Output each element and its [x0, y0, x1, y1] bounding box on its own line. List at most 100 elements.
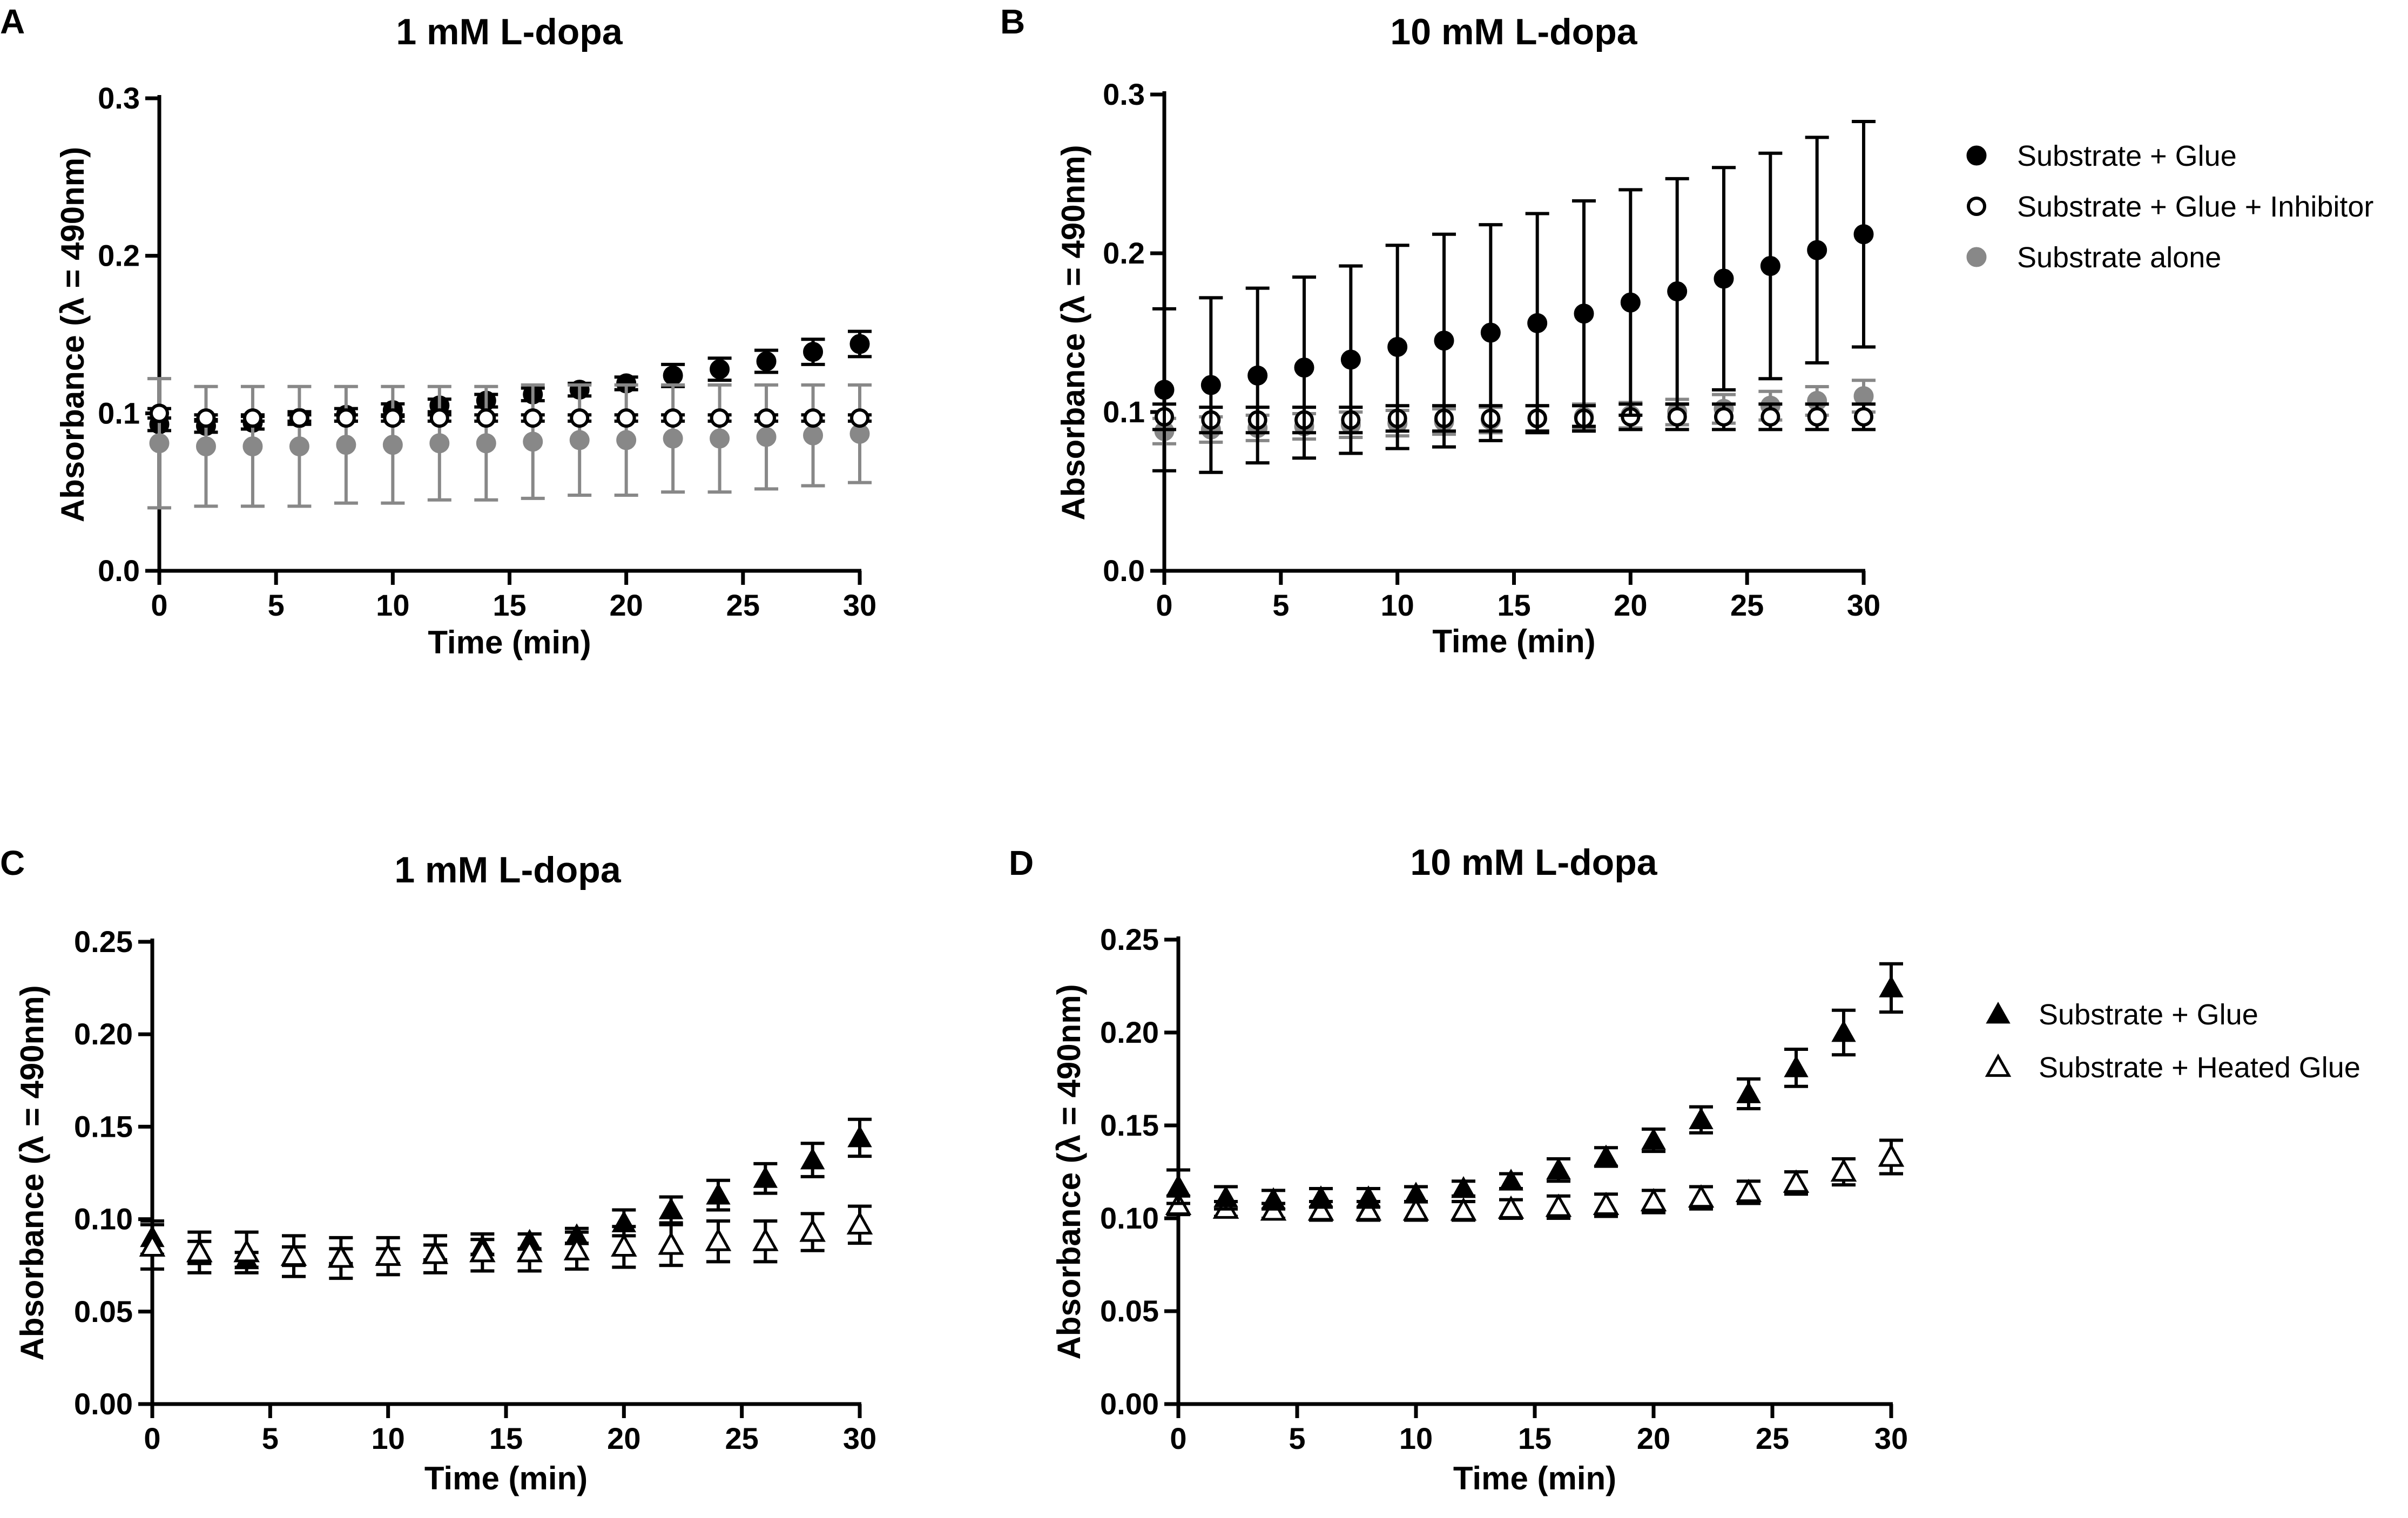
data-point	[1307, 1197, 1334, 1221]
x-tick-label: 0	[144, 1421, 160, 1455]
series-substrate-glue	[1166, 962, 1904, 1211]
data-point	[569, 430, 590, 450]
data-point	[847, 1125, 872, 1148]
x-tick-label: 20	[610, 588, 643, 622]
data-point	[658, 1231, 684, 1255]
data-point	[233, 1239, 260, 1263]
chart-title: 1 mM L-dopa	[394, 849, 622, 890]
series-substrate-alone	[147, 377, 872, 510]
legend-marker	[1985, 1053, 2012, 1077]
y-tick-label: 0.20	[74, 1017, 133, 1051]
data-point	[242, 408, 262, 428]
legend-marker	[1966, 247, 1987, 267]
y-tick-label: 0.15	[1100, 1108, 1159, 1142]
panel-b: B 10 mM L-dopa 0.0 0.1 0.2 0.3 0 5 10 15 20 25 30 Tim…	[1000, 2, 1880, 659]
y-tick-label: 0.10	[1100, 1201, 1159, 1235]
panel-label: D	[1009, 844, 1034, 882]
data-point	[1546, 1157, 1571, 1179]
data-point	[523, 408, 543, 428]
x-tick-label: 15	[1518, 1421, 1552, 1455]
data-point	[382, 435, 403, 455]
data-point	[1340, 349, 1361, 370]
data-point	[800, 1147, 825, 1170]
data-point	[710, 359, 730, 380]
x-tick-label: 30	[1847, 588, 1880, 622]
data-point	[616, 408, 636, 428]
y-tick-label: 0.3	[1103, 77, 1145, 111]
data-point	[616, 430, 637, 450]
y-tick-label: 0.0	[98, 554, 140, 588]
y-tick-label: 0.2	[1103, 236, 1145, 270]
data-point	[706, 1183, 731, 1205]
x-tick-label: 20	[1637, 1421, 1670, 1455]
data-point	[375, 1242, 401, 1266]
series-substrate-heated-glue	[139, 1204, 873, 1280]
data-point	[1166, 1174, 1191, 1196]
data-point	[1402, 1197, 1429, 1221]
data-point	[1667, 407, 1687, 427]
legend-marker	[1967, 197, 1986, 216]
legend-marker	[1966, 145, 1987, 166]
y-tick-label: 0.25	[74, 925, 133, 959]
y-tick-label: 0.20	[1100, 1015, 1159, 1049]
data-point	[139, 1233, 166, 1257]
data-point	[1854, 407, 1873, 427]
chart-title: 10 mM L-dopa	[1410, 842, 1657, 883]
data-point	[1831, 1020, 1856, 1042]
y-tick-label: 0.0	[1103, 554, 1145, 588]
x-tick-label: 25	[1730, 588, 1764, 622]
data-point	[336, 435, 356, 455]
x-tick-label: 5	[1289, 1421, 1305, 1455]
data-point	[663, 408, 683, 428]
data-point	[1830, 1158, 1857, 1182]
panel-label: B	[1000, 2, 1025, 41]
data-point	[289, 408, 309, 428]
y-tick-label: 0.1	[1103, 395, 1145, 429]
panel-label: C	[0, 844, 25, 882]
data-point	[1620, 292, 1641, 313]
data-point	[469, 1239, 496, 1263]
data-point	[1527, 313, 1548, 333]
data-point	[1261, 1187, 1286, 1209]
data-point	[1247, 365, 1268, 386]
data-point	[1878, 1143, 1905, 1167]
data-point	[429, 433, 450, 454]
data-point	[516, 1239, 543, 1263]
data-point	[429, 408, 449, 428]
data-point	[705, 1227, 732, 1251]
data-point	[849, 334, 870, 354]
data-point	[1545, 1193, 1572, 1217]
data-point	[242, 436, 263, 457]
legend-label: Substrate + Glue	[2039, 998, 2258, 1031]
data-point	[658, 1197, 684, 1219]
data-point	[1451, 1176, 1476, 1198]
data-point	[570, 408, 590, 428]
data-point	[1853, 224, 1874, 245]
data-point	[1434, 330, 1454, 351]
data-point	[803, 342, 824, 362]
legend-label: Substrate + Glue	[2017, 140, 2237, 172]
data-point	[1689, 1107, 1714, 1130]
data-point	[1480, 322, 1501, 343]
series-substrate-glue	[1152, 119, 1876, 474]
data-point	[1294, 357, 1314, 378]
data-point	[710, 408, 730, 428]
y-tick-label: 0.05	[74, 1294, 133, 1328]
series-substrate-glue-inhibitor	[1152, 402, 1876, 435]
x-tick-label: 5	[262, 1421, 279, 1455]
y-tick-label: 0.1	[98, 396, 140, 430]
data-point	[799, 1218, 826, 1242]
data-point	[1308, 1185, 1333, 1207]
data-point	[383, 408, 403, 428]
y-tick-label: 0.05	[1100, 1294, 1159, 1328]
x-axis-title: Time (min)	[1453, 1460, 1616, 1496]
y-tick-label: 0.15	[74, 1109, 133, 1143]
data-point	[523, 431, 543, 452]
data-point	[1200, 375, 1221, 395]
data-point	[195, 436, 216, 457]
data-point	[1154, 380, 1175, 400]
data-point	[1714, 407, 1734, 427]
legend-label: Substrate alone	[2017, 241, 2221, 274]
data-point	[1879, 975, 1904, 997]
x-axis-title: Time (min)	[424, 1460, 588, 1496]
